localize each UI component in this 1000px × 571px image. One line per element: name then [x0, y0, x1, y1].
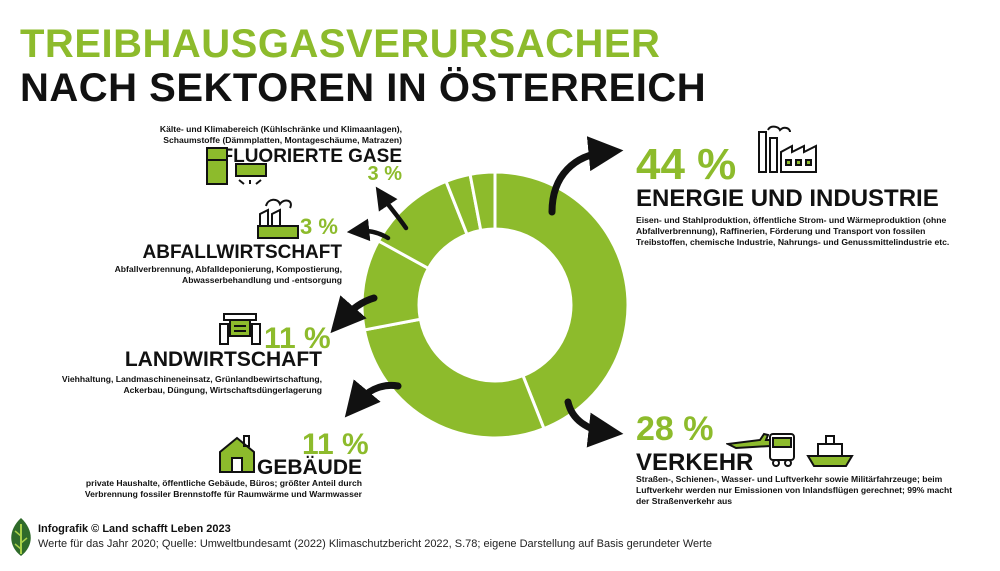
title-line-1: TREIBHAUSGASVERURSACHER	[20, 22, 661, 66]
desc-energie: Eisen- und Stahlproduktion, öffentliche …	[636, 215, 950, 247]
name-energie: ENERGIE UND INDUSTRIE	[636, 185, 939, 212]
donut-slice-verkehr	[362, 317, 546, 440]
pct-gase: 3 %	[367, 163, 402, 185]
tractor-icon	[219, 313, 261, 345]
waste-plant-icon	[257, 198, 299, 239]
desc-landwirtschaft: Viehhaltung, Landmaschineneinsatz, Grünl…	[61, 374, 322, 395]
pct-landwirtschaft: 11 %	[264, 322, 331, 355]
arrow-gase	[375, 186, 409, 231]
footer-source: Werte für das Jahr 2020; Quelle: Umweltb…	[38, 538, 713, 550]
desc-verkehr: Straßen-, Schienen-, Wasser- und Luftver…	[636, 474, 953, 506]
donut-slice-fluorierte-gase	[468, 170, 497, 233]
donut-slice-energie-und-industrie	[493, 170, 630, 431]
fridge-ac-icon	[206, 147, 267, 185]
factory-icon	[758, 125, 817, 173]
house-icon	[219, 435, 255, 473]
arrow-gebaeude	[344, 379, 402, 418]
name-abfall: ABFALLWIRTSCHAFT	[142, 242, 342, 263]
name-gebaeude: GEBÄUDE	[256, 456, 362, 479]
arrow-abfall	[346, 218, 391, 242]
arrow-verkehr	[564, 398, 624, 448]
desc-abfall: Abfallverbrennung, Abfalldeponierung, Ko…	[114, 264, 342, 285]
leaf-logo-icon	[11, 518, 31, 556]
desc-gebaeude: private Haushalte, öffentliche Gebäude, …	[84, 478, 362, 499]
title-line-2: NACH SEKTOREN IN ÖSTERREICH	[20, 66, 707, 110]
name-gase: FLUORIERTE GASE	[221, 146, 402, 167]
arrows	[330, 136, 624, 448]
donut-slices	[360, 170, 630, 440]
pct-verkehr: 28 %	[636, 410, 714, 448]
footer-credit: Infografik © Land schafft Leben 2023	[38, 523, 231, 535]
pct-energie: 44 %	[636, 140, 737, 189]
name-landwirtschaft: LANDWIRTSCHAFT	[124, 348, 322, 371]
arrow-energie	[548, 136, 624, 216]
name-verkehr: VERKEHR	[636, 449, 754, 476]
transport-icons	[726, 432, 854, 467]
pct-gebaeude: 11 %	[302, 428, 369, 461]
pct-abfall: 3 %	[300, 214, 338, 239]
arrow-landwirtschaft	[330, 294, 378, 334]
desc-gase: Kälte- und Klimabereich (Kühlschränke un…	[159, 124, 402, 145]
